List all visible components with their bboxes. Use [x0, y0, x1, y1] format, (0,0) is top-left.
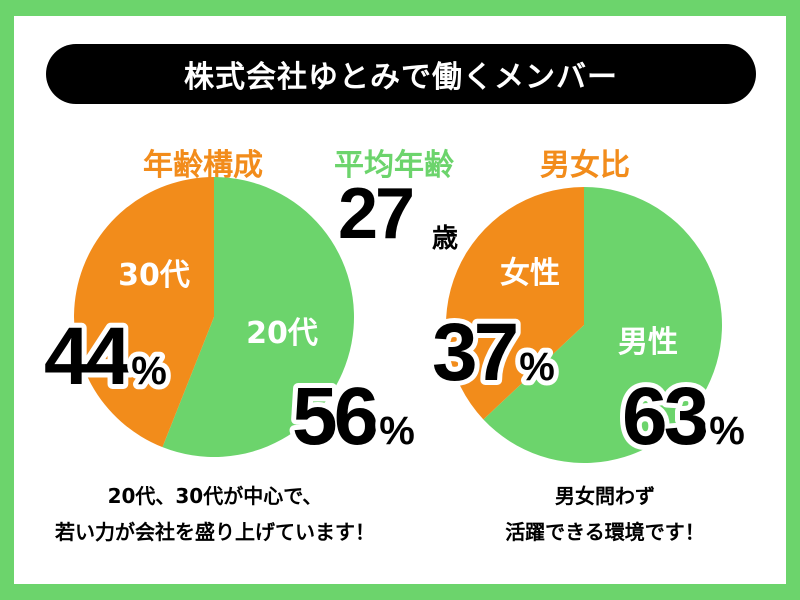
gender-caption-line-1: 男女問わず: [555, 484, 655, 508]
pie-label-1-0: 男性: [618, 325, 678, 360]
pie-slice-0-1: [73, 177, 215, 448]
age-caption-line-1: 20代、30代が中心で、: [107, 484, 323, 508]
average-age-unit: 歳: [432, 224, 459, 254]
pie-value-1-1: 37%: [432, 307, 555, 398]
gender-caption-line-2: 活躍できる環境です！: [505, 520, 705, 544]
pie-slice-0-0: [162, 177, 354, 457]
age-caption: 20代、30代が中心で、 若い力が会社を盛り上げています！: [0, 478, 430, 550]
pie-value-1-0: 63%: [622, 371, 745, 462]
pie-label-1-1: 女性: [500, 256, 560, 291]
average-age-heading: 平均年齢: [334, 148, 454, 183]
pie-label-0-0: 20代: [246, 316, 318, 351]
age-caption-line-2: 若い力が会社を盛り上げています！: [55, 520, 375, 544]
pie-value-0-0: 56%: [292, 371, 415, 462]
pie-label-0-1: 30代: [118, 258, 190, 293]
average-age-value: 27: [338, 174, 415, 254]
gender-caption: 男女問わず 活躍できる環境です！: [440, 478, 770, 550]
pie-slice-1-0: [483, 187, 722, 463]
gender-heading: 男女比: [540, 148, 630, 183]
page-title: 株式会社ゆとみで働くメンバー: [46, 44, 756, 104]
pie-slice-1-1: [445, 187, 584, 420]
age-heading: 年齢構成: [143, 148, 263, 183]
pie-value-0-1: 44%: [44, 311, 167, 402]
